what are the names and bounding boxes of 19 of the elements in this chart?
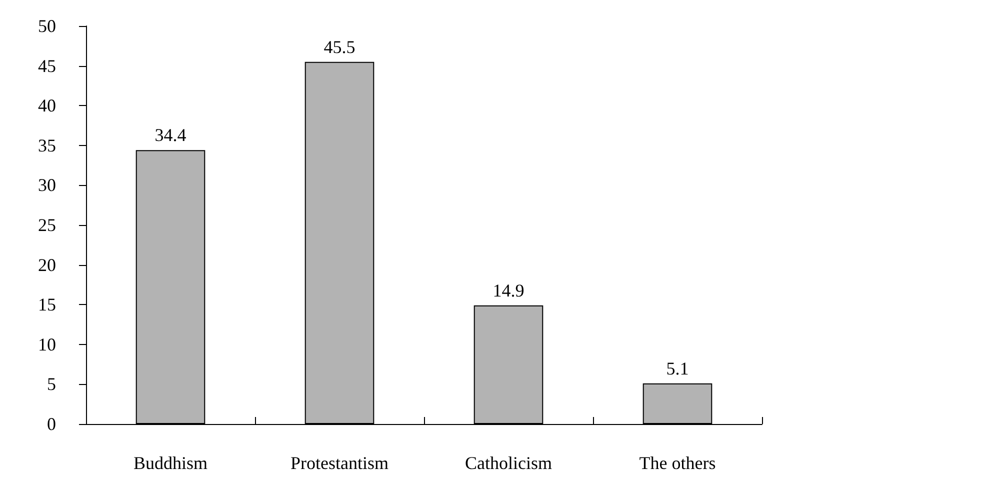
data-label: 14.9 <box>492 280 524 300</box>
x-tick-label: The others <box>639 453 716 473</box>
y-tick-label: 35 <box>38 135 56 156</box>
x-tick-label: Catholicism <box>465 453 552 473</box>
y-tick-label: 45 <box>38 56 56 76</box>
x-tick-label: Buddhism <box>133 453 208 473</box>
y-tick-label: 50 <box>38 16 56 36</box>
y-tick-label: 25 <box>38 215 56 235</box>
data-label: 45.5 <box>324 36 356 57</box>
x-tick-label: Protestantism <box>290 453 388 473</box>
y-tick-label: 0 <box>47 414 56 434</box>
y-tick-label: 5 <box>47 374 56 394</box>
y-tick-label: 15 <box>38 294 56 315</box>
y-tick-label: 10 <box>38 334 56 354</box>
y-tick-label: 40 <box>38 96 56 116</box>
data-label: 34.4 <box>154 125 186 146</box>
y-tick-label: 30 <box>38 175 56 196</box>
data-label: 5.1 <box>666 358 689 378</box>
y-tick-label: 20 <box>38 254 56 275</box>
